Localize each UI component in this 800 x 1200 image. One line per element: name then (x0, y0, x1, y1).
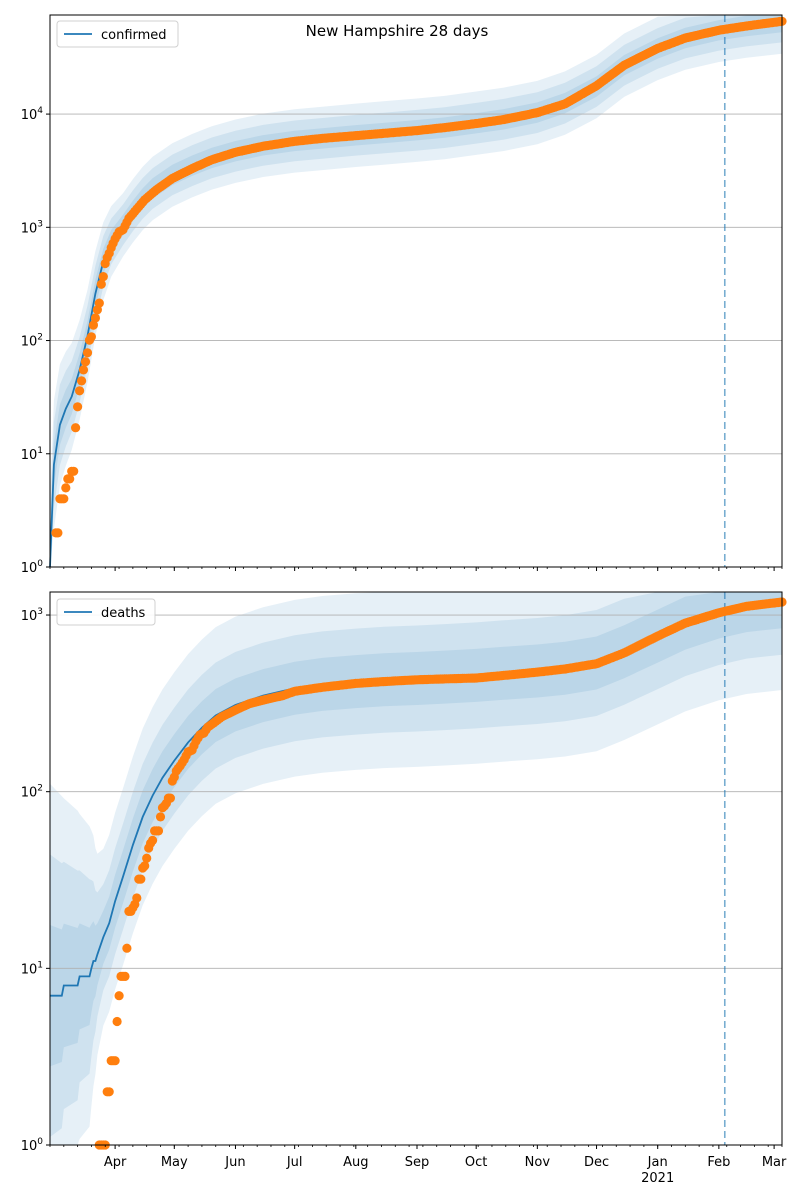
uncertainty-band-2 (50, 592, 782, 1137)
observed-point (69, 466, 79, 476)
x-tick-label: Oct (465, 1155, 487, 1170)
x-tick-label: Mar (762, 1155, 787, 1170)
y-tick-label: 101 (21, 960, 43, 977)
x-tick-label: Dec (584, 1155, 609, 1170)
deaths-plot-frame (49, 591, 783, 1146)
observed-point (122, 943, 132, 953)
y-tick-label: 102 (21, 333, 43, 350)
observed-point (112, 1016, 122, 1027)
y-tick-label: 101 (21, 446, 43, 463)
observed-point (136, 874, 146, 884)
x-tick-label: Jan (647, 1155, 668, 1170)
y-tick-label: 104 (21, 106, 44, 123)
observed-point (110, 1056, 120, 1066)
observed-point (104, 1087, 114, 1097)
observed-point (140, 861, 150, 871)
x-tick-label: Jul (286, 1155, 303, 1170)
observed-point (61, 483, 71, 493)
deaths-gridlines (50, 614, 782, 969)
x-tick-label: Feb (707, 1155, 730, 1170)
observed-point (65, 474, 75, 484)
deaths-legend: deaths (56, 598, 156, 626)
y-tick-label: 100 (21, 559, 44, 576)
x-tick-year-label: 2021 (641, 1171, 674, 1186)
observed-point (75, 386, 85, 396)
confirmed-panel: 100 101 102 103 104 confirmed (21, 14, 787, 576)
observed-point (94, 298, 104, 308)
observed-point (96, 279, 106, 289)
x-tick-label: Sep (405, 1155, 430, 1170)
deaths-legend-label: deaths (101, 606, 146, 621)
y-tick-label: 103 (21, 607, 43, 624)
observed-point (78, 365, 89, 375)
y-tick-label: 100 (21, 1137, 44, 1154)
y-tick-label: 103 (21, 219, 43, 236)
confirmed-legend: confirmed (56, 20, 179, 48)
uncertainty-band-3 (50, 15, 782, 567)
observed-point (82, 348, 93, 358)
uncertainty-band-1 (50, 15, 782, 567)
observed-point (165, 793, 175, 803)
observed-point (80, 357, 91, 367)
uncertainty-band-2 (50, 15, 782, 567)
x-tick-label: Jun (224, 1155, 245, 1170)
uncertainty-band-1 (50, 592, 782, 1145)
confirmed-uncertainty-bands (50, 15, 782, 567)
observed-point (71, 423, 81, 433)
y-tick-label: 102 (21, 784, 43, 801)
confirmed-y-axis: 100 101 102 103 104 (21, 106, 50, 576)
observed-point (73, 402, 83, 412)
observed-point (148, 835, 158, 846)
deaths-observed-points (94, 597, 787, 1150)
confirmed-gridlines (50, 113, 782, 455)
deaths-y-axis: 100 101 102 103 (21, 607, 50, 1154)
observed-point (77, 376, 87, 386)
figure-title: New Hampshire 28 days (306, 22, 489, 40)
x-tick-label: Aug (343, 1155, 368, 1170)
observed-point (59, 494, 69, 504)
observed-point (53, 528, 63, 538)
observed-point (132, 893, 142, 903)
x-tick-label: Apr (104, 1155, 127, 1170)
confirmed-x-axis (49, 567, 783, 571)
confirmed-legend-label: confirmed (101, 28, 167, 43)
observed-point (90, 313, 100, 323)
observed-point (114, 991, 124, 1001)
observed-point (86, 332, 96, 342)
deaths-panel: 100 101 102 103 Apr May Jun Jul Aug Sep Oct Nov Dec… (21, 591, 787, 1186)
observed-point (142, 853, 152, 863)
x-tick-label: Nov (525, 1155, 551, 1170)
observed-point (120, 971, 130, 982)
confirmed-observed-points (51, 16, 787, 538)
deaths-uncertainty-bands (50, 592, 782, 1145)
confirmed-plot-frame (49, 14, 783, 568)
observed-point (98, 272, 108, 282)
x-tick-label: May (161, 1155, 188, 1170)
observed-point (153, 826, 164, 836)
observed-point (88, 320, 98, 330)
observed-point (155, 812, 166, 822)
